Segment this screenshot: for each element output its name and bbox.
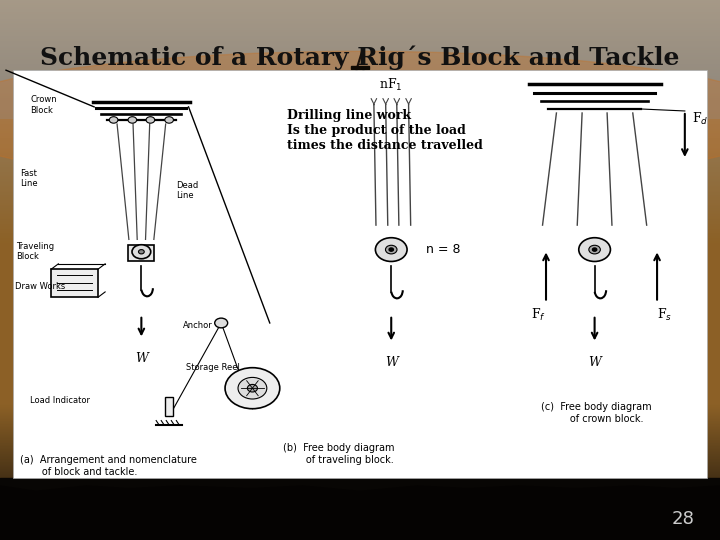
- Text: Load Indicator: Load Indicator: [30, 396, 90, 405]
- Ellipse shape: [0, 51, 720, 186]
- Circle shape: [579, 238, 611, 261]
- Text: (a)  Arrangement and nomenclature
       of block and tackle.: (a) Arrangement and nomenclature of bloc…: [20, 455, 197, 477]
- Text: n = 8: n = 8: [426, 243, 460, 256]
- Text: Storage Reel: Storage Reel: [186, 363, 240, 372]
- Circle shape: [238, 377, 267, 399]
- Text: F$_f$: F$_f$: [531, 307, 546, 323]
- Circle shape: [589, 245, 600, 254]
- Text: Anchor: Anchor: [183, 321, 212, 329]
- Circle shape: [593, 248, 597, 251]
- Circle shape: [132, 245, 150, 259]
- Bar: [128, 245, 154, 261]
- Text: F$_s$: F$_s$: [657, 307, 672, 323]
- Text: Draw Works: Draw Works: [15, 282, 66, 291]
- Circle shape: [248, 384, 258, 392]
- Bar: [165, 397, 174, 416]
- Text: (c)  Free body diagram
       of crown block.: (c) Free body diagram of crown block.: [541, 402, 652, 424]
- Text: Dead
Line: Dead Line: [176, 181, 198, 200]
- Text: 28: 28: [672, 510, 695, 528]
- Bar: [13, 70, 707, 478]
- Circle shape: [375, 238, 407, 261]
- Circle shape: [109, 117, 118, 123]
- Ellipse shape: [108, 86, 612, 151]
- Circle shape: [138, 249, 144, 254]
- Circle shape: [225, 368, 280, 409]
- Text: Schematic of a Rotary Rig´s Block and Tackle: Schematic of a Rotary Rig´s Block and Ta…: [40, 45, 680, 70]
- Bar: [51, 269, 98, 298]
- Text: F$_d$: F$_d$: [692, 111, 708, 127]
- Circle shape: [385, 245, 397, 254]
- Text: W: W: [588, 355, 601, 369]
- Text: nF$_1$: nF$_1$: [379, 77, 403, 93]
- Text: W: W: [135, 352, 148, 365]
- Text: Crown
Block: Crown Block: [30, 95, 57, 114]
- Text: Fast
Line: Fast Line: [20, 168, 37, 188]
- Circle shape: [215, 318, 228, 328]
- Circle shape: [389, 248, 393, 251]
- Circle shape: [165, 117, 174, 123]
- Text: W: W: [384, 355, 397, 369]
- Text: Drilling line work
Is the product of the load
times the distance travelled: Drilling line work Is the product of the…: [287, 109, 483, 152]
- Circle shape: [146, 117, 155, 123]
- Circle shape: [128, 117, 137, 123]
- Polygon shape: [351, 66, 369, 69]
- Text: Traveling
Block: Traveling Block: [17, 242, 55, 261]
- Text: (b)  Free body diagram
       of traveling block.: (b) Free body diagram of traveling block…: [284, 443, 395, 465]
